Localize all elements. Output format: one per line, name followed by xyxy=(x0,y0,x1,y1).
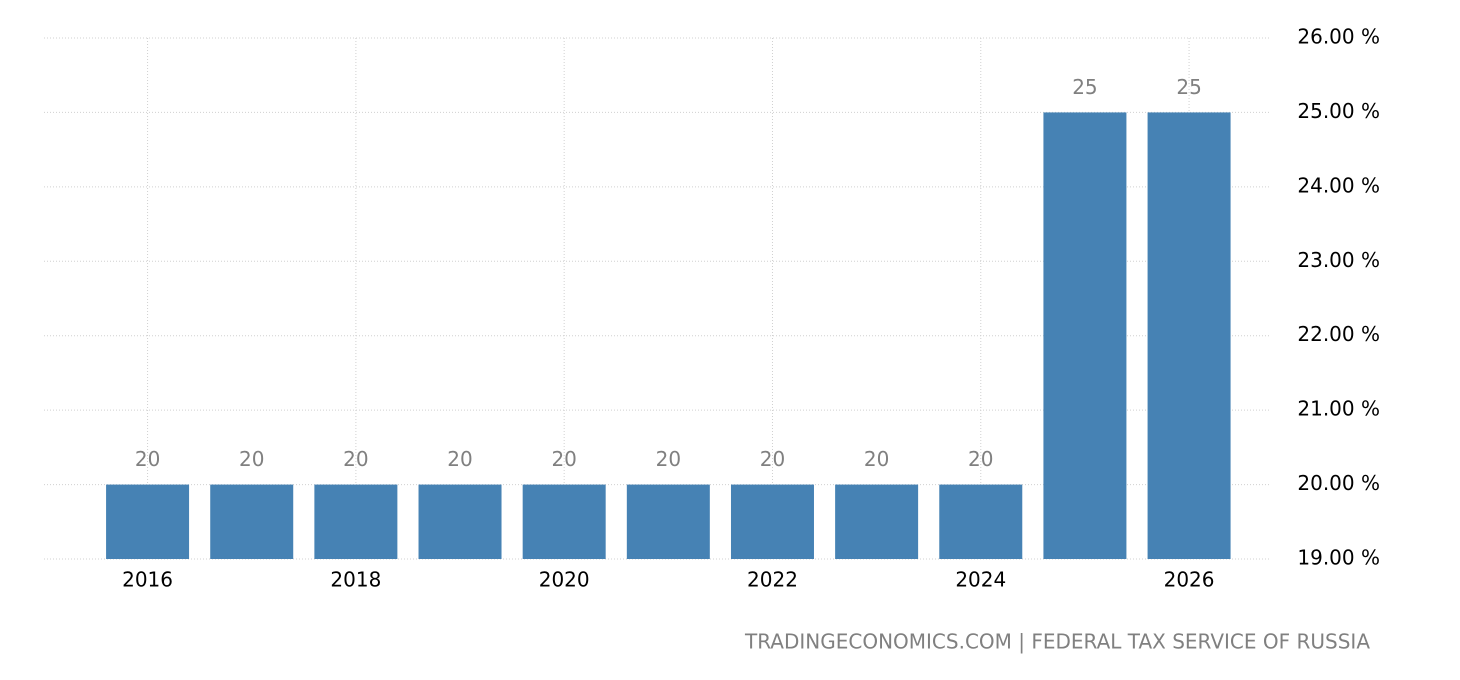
value-label: 20 xyxy=(656,447,681,471)
x-tick-label: 2022 xyxy=(747,568,798,592)
x-tick-label: 2026 xyxy=(1164,568,1215,592)
y-tick-label: 20.00 % xyxy=(1297,471,1380,495)
bar xyxy=(1043,112,1127,559)
source: TRADINGECONOMICS.COM | FEDERAL TAX SERVI… xyxy=(744,630,1370,654)
y-tick-label: 25.00 % xyxy=(1297,99,1380,123)
value-label: 25 xyxy=(1072,75,1097,99)
bar xyxy=(106,484,190,559)
bar xyxy=(210,484,294,559)
value-label: 20 xyxy=(968,447,993,471)
x-tick-label: 2016 xyxy=(122,568,173,592)
value-label: 25 xyxy=(1176,75,1201,99)
y-tick-label: 19.00 % xyxy=(1297,546,1380,570)
bar xyxy=(522,484,606,559)
x-tick-label: 2020 xyxy=(539,568,590,592)
y-tick-label: 21.00 % xyxy=(1297,397,1380,421)
value-label: 20 xyxy=(239,447,264,471)
bar xyxy=(314,484,398,559)
y-tick-label: 26.00 % xyxy=(1297,25,1380,49)
bar xyxy=(1147,112,1231,559)
bar xyxy=(626,484,710,559)
value-label: 20 xyxy=(551,447,576,471)
x-tick-label: 2024 xyxy=(955,568,1006,592)
bar xyxy=(730,484,814,559)
bar xyxy=(939,484,1023,559)
value-label: 20 xyxy=(447,447,472,471)
y-tick-label: 22.00 % xyxy=(1297,322,1380,346)
y-tick-label: 24.00 % xyxy=(1297,173,1380,197)
value-label: 20 xyxy=(135,447,160,471)
bar xyxy=(835,484,919,559)
value-label: 20 xyxy=(343,447,368,471)
x-tick-label: 2018 xyxy=(330,568,381,592)
y-tick-label: 23.00 % xyxy=(1297,248,1380,272)
bar xyxy=(418,484,502,559)
value-label: 20 xyxy=(864,447,889,471)
value-label: 20 xyxy=(760,447,785,471)
